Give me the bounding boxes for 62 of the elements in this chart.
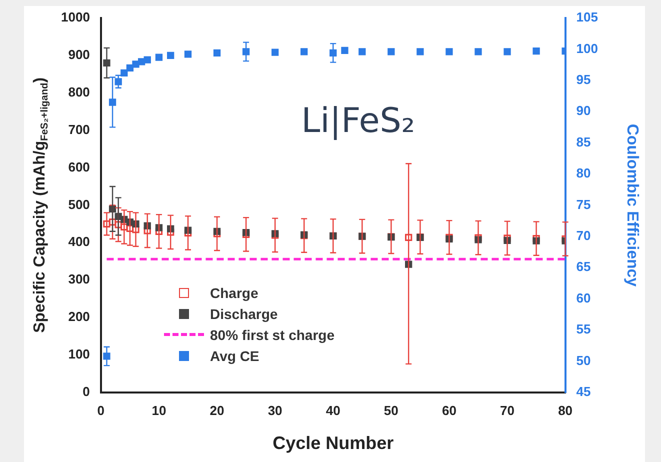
point: [388, 48, 395, 56]
y-tick-label: 300: [68, 272, 90, 287]
y2-tick-label: 105: [576, 10, 598, 25]
y2-tick-label: 70: [576, 228, 591, 243]
y2-tick-label: 65: [576, 259, 591, 274]
x-tick-label: 70: [500, 402, 514, 418]
point: [416, 48, 424, 56]
y2-tick-label: 95: [576, 72, 591, 87]
point: [132, 60, 140, 68]
point: [341, 46, 348, 54]
y-axis-title: Specific Capacity (mAh/gFeS₂+ligand): [31, 77, 51, 333]
y2-tick-label: 60: [576, 290, 591, 306]
y-tick-label: 900: [68, 47, 90, 62]
legend-label: Discharge: [210, 306, 278, 322]
y2-tick-label: 55: [576, 322, 591, 337]
point: [167, 52, 174, 60]
x-tick-label: 0: [97, 402, 105, 418]
point: [120, 69, 128, 76]
x-tick-label: 10: [152, 402, 166, 418]
point: [144, 56, 151, 64]
y-tick-label: 100: [68, 346, 90, 362]
y2-tick-label: 100: [576, 40, 598, 56]
y-tick-label: 0: [82, 384, 90, 399]
y-tick-label: 700: [68, 122, 90, 137]
point: [504, 48, 511, 56]
y-tick-label: 200: [68, 309, 90, 324]
legend-label: Charge: [210, 284, 258, 300]
y-tick-label: 500: [68, 196, 90, 212]
point: [300, 48, 308, 56]
point: [358, 48, 366, 56]
point: [271, 48, 279, 56]
y2-tick-label: 90: [576, 103, 591, 118]
legend-label: Avg CE: [210, 348, 260, 364]
x-tick-label: 80: [558, 402, 573, 418]
x-tick-label: 40: [326, 402, 340, 418]
y2-tick-label: 50: [576, 352, 591, 368]
point: [213, 49, 221, 57]
point: [446, 48, 453, 56]
y2-tick-label: 75: [576, 196, 591, 212]
point: [474, 48, 482, 56]
annotation: Li|FeS₂: [301, 100, 415, 141]
y-tick-label: 400: [68, 234, 90, 250]
y2-axis-title: Coulombic Efficiency: [624, 124, 641, 287]
x-tick-label: 30: [268, 402, 282, 418]
point: [184, 50, 192, 58]
x-tick-label: 50: [384, 402, 398, 418]
y2-tick-label: 85: [576, 134, 591, 150]
point: [108, 98, 116, 106]
y-tick-label: 1000: [61, 10, 90, 25]
x-tick-label: 20: [210, 402, 224, 418]
x-axis-title: Cycle Number: [272, 432, 394, 453]
point: [532, 47, 540, 55]
x-tick-label: 60: [442, 402, 456, 418]
point: [155, 54, 163, 61]
point: [103, 352, 110, 360]
y-tick-label: 600: [68, 159, 90, 174]
point: [138, 58, 146, 66]
y-tick-label: 800: [68, 84, 90, 100]
y2-tick-label: 45: [576, 384, 591, 399]
y2-tick-label: 80: [576, 166, 591, 181]
legend-label: 80% first st charge: [210, 326, 334, 342]
point: [242, 48, 250, 56]
